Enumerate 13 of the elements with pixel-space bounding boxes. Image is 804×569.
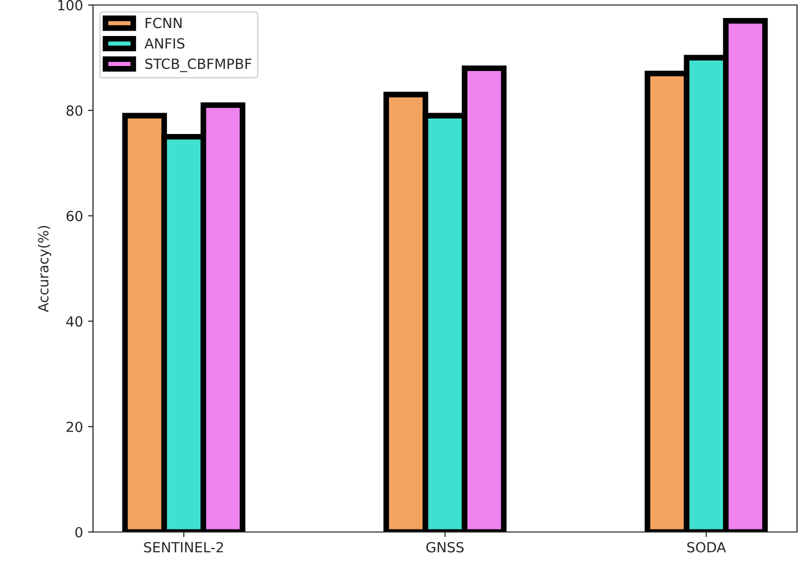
y-tick-label: 100 [58, 0, 82, 10]
legend-label: FCNN [146, 18, 182, 28]
y-tick-label: 20 [66, 422, 82, 432]
y-tick-label: 80 [66, 105, 82, 116]
y-tick-label: 0 [75, 526, 82, 538]
y-tick-label: 40 [66, 316, 82, 327]
x-tick-label: SENTINEL-2 [144, 542, 223, 552]
x-tick-label: SODA [687, 542, 726, 552]
x-tick-label: GNSS [426, 542, 464, 552]
legend-label: STCB_CBFMPBF [145, 58, 252, 72]
y-axis-title: Accuracy(%) [38, 226, 52, 312]
y-tick-label: 60 [66, 210, 82, 222]
legend-label: ANFIS [144, 38, 184, 49]
